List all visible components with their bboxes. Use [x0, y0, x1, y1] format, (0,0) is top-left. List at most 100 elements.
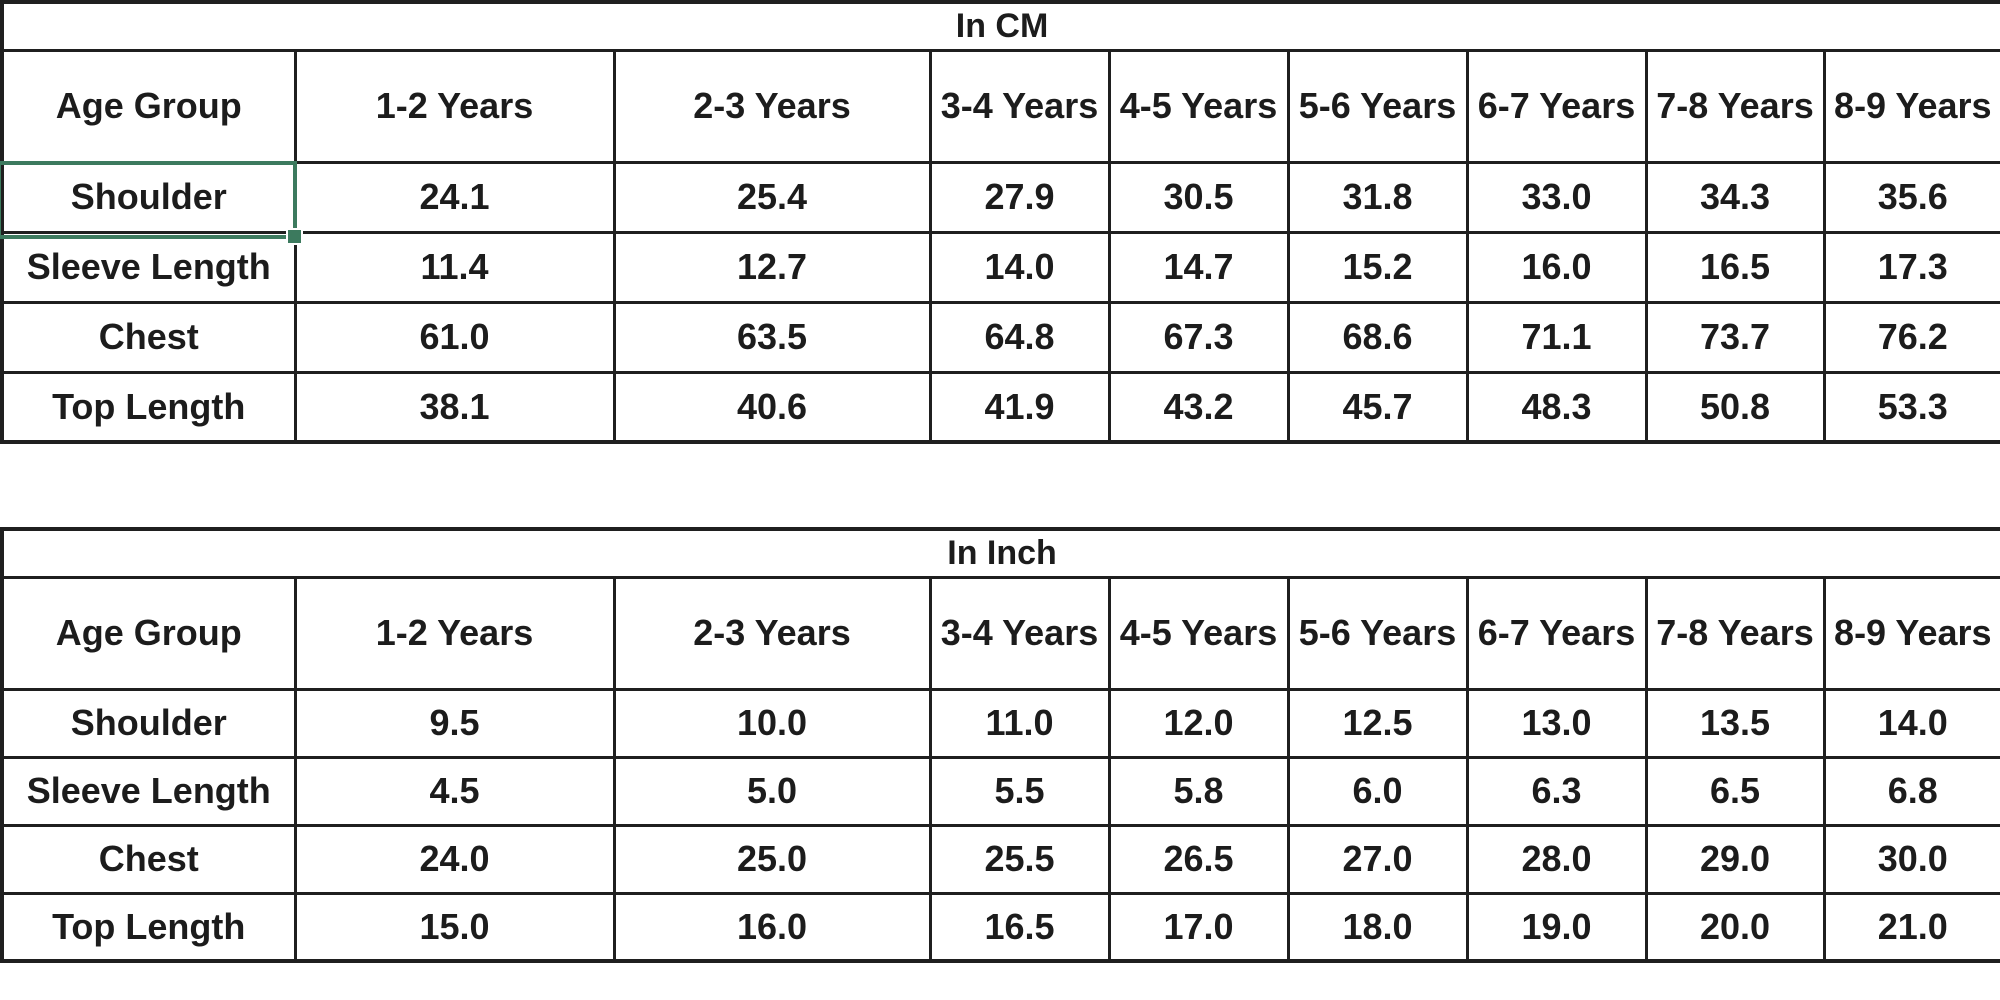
value-cell[interactable]: 6.0	[1286, 755, 1469, 827]
col-header-cell[interactable]: 2-3 Years	[612, 48, 932, 164]
value-cell[interactable]: 45.7	[1286, 370, 1469, 444]
row-header-cell[interactable]: Shoulder	[0, 160, 297, 234]
value-cell[interactable]: 5.8	[1107, 755, 1290, 827]
corner-header-cell[interactable]: Age Group	[0, 48, 297, 164]
value-cell[interactable]: 25.5	[928, 823, 1111, 895]
value-cell[interactable]: 15.2	[1286, 230, 1469, 304]
value-cell[interactable]: 20.0	[1644, 891, 1826, 963]
fill-handle[interactable]	[286, 228, 303, 245]
col-header-cell[interactable]: 5-6 Years	[1286, 48, 1469, 164]
value-cell[interactable]: 43.2	[1107, 370, 1290, 444]
selected-cell-outline[interactable]	[0, 161, 303, 245]
value-cell[interactable]: 16.0	[1465, 230, 1648, 304]
value-cell[interactable]: 41.9	[928, 370, 1111, 444]
row-header-cell[interactable]: Chest	[0, 300, 297, 374]
value-cell[interactable]: 16.5	[1644, 230, 1826, 304]
value-cell[interactable]: 17.3	[1822, 230, 2000, 304]
value-cell[interactable]: 14.0	[928, 230, 1111, 304]
col-header-cell[interactable]: 2-3 Years	[612, 575, 932, 691]
table-title-inch[interactable]: In Inch	[0, 527, 2000, 579]
value-cell[interactable]: 9.5	[293, 687, 616, 759]
col-header-cell[interactable]: 7-8 Years	[1644, 48, 1826, 164]
col-header-cell[interactable]: 3-4 Years	[928, 48, 1111, 164]
value-cell[interactable]: 12.0	[1107, 687, 1290, 759]
value-cell[interactable]: 38.1	[293, 370, 616, 444]
value-cell[interactable]: 31.8	[1286, 160, 1469, 234]
col-header-cell[interactable]: 1-2 Years	[293, 48, 616, 164]
value-cell[interactable]: 5.5	[928, 755, 1111, 827]
value-cell[interactable]: 11.0	[928, 687, 1111, 759]
col-header-cell[interactable]: 7-8 Years	[1644, 575, 1826, 691]
value-cell[interactable]: 68.6	[1286, 300, 1469, 374]
value-cell[interactable]: 24.0	[293, 823, 616, 895]
value-cell[interactable]: 6.3	[1465, 755, 1648, 827]
value-cell[interactable]: 30.0	[1822, 823, 2000, 895]
value-cell[interactable]: 28.0	[1465, 823, 1648, 895]
value-cell[interactable]: 11.4	[293, 230, 616, 304]
value-cell[interactable]: 35.6	[1822, 160, 2000, 234]
value-cell[interactable]: 17.0	[1107, 891, 1290, 963]
value-cell[interactable]: 13.5	[1644, 687, 1826, 759]
value-cell[interactable]: 25.4	[612, 160, 932, 234]
value-cell[interactable]: 27.9	[928, 160, 1111, 234]
value-cell[interactable]: 27.0	[1286, 823, 1469, 895]
row-header-cell[interactable]: Top Length	[0, 891, 297, 963]
table-row: Chest 24.0 25.0 25.5 26.5 27.0 28.0 29.0…	[0, 823, 2000, 895]
row-header-cell[interactable]: Sleeve Length	[0, 230, 297, 304]
value-cell[interactable]: 29.0	[1644, 823, 1826, 895]
col-header-cell[interactable]: 1-2 Years	[293, 575, 616, 691]
value-cell[interactable]: 40.6	[612, 370, 932, 444]
col-header-cell[interactable]: 8-9 Years	[1822, 48, 2000, 164]
value-cell[interactable]: 5.0	[612, 755, 932, 827]
value-cell[interactable]: 25.0	[612, 823, 932, 895]
row-header-cell[interactable]: Chest	[0, 823, 297, 895]
table-row: Shoulder 24.1 25.4 27.9 30.5 31.8 33.0 3…	[0, 160, 2000, 234]
value-cell[interactable]: 26.5	[1107, 823, 1290, 895]
table-row: Chest 61.0 63.5 64.8 67.3 68.6 71.1 73.7…	[0, 300, 2000, 374]
value-cell[interactable]: 71.1	[1465, 300, 1648, 374]
value-cell[interactable]: 34.3	[1644, 160, 1826, 234]
col-header-cell[interactable]: 6-7 Years	[1465, 48, 1648, 164]
row-header-cell[interactable]: Top Length	[0, 370, 297, 444]
value-cell[interactable]: 12.7	[612, 230, 932, 304]
col-header-cell[interactable]: 5-6 Years	[1286, 575, 1469, 691]
value-cell[interactable]: 73.7	[1644, 300, 1826, 374]
value-cell[interactable]: 48.3	[1465, 370, 1648, 444]
value-cell[interactable]: 21.0	[1822, 891, 2000, 963]
value-cell[interactable]: 33.0	[1465, 160, 1648, 234]
value-cell[interactable]: 67.3	[1107, 300, 1290, 374]
table-row: Shoulder 9.5 10.0 11.0 12.0 12.5 13.0 13…	[0, 687, 2000, 759]
row-header-cell[interactable]: Shoulder	[0, 687, 297, 759]
value-cell[interactable]: 30.5	[1107, 160, 1290, 234]
value-cell[interactable]: 15.0	[293, 891, 616, 963]
table-row: Sleeve Length 11.4 12.7 14.0 14.7 15.2 1…	[0, 230, 2000, 304]
value-cell[interactable]: 76.2	[1822, 300, 2000, 374]
table-title-cm[interactable]: In CM	[0, 0, 2000, 52]
col-header-cell[interactable]: 4-5 Years	[1107, 48, 1290, 164]
value-cell[interactable]: 10.0	[612, 687, 932, 759]
col-header-cell[interactable]: 8-9 Years	[1822, 575, 2000, 691]
table-row: Top Length 15.0 16.0 16.5 17.0 18.0 19.0…	[0, 891, 2000, 963]
value-cell[interactable]: 50.8	[1644, 370, 1826, 444]
value-cell[interactable]: 12.5	[1286, 687, 1469, 759]
corner-header-cell[interactable]: Age Group	[0, 575, 297, 691]
value-cell[interactable]: 6.8	[1822, 755, 2000, 827]
value-cell[interactable]: 16.0	[612, 891, 932, 963]
value-cell[interactable]: 13.0	[1465, 687, 1648, 759]
value-cell[interactable]: 18.0	[1286, 891, 1469, 963]
col-header-cell[interactable]: 6-7 Years	[1465, 575, 1648, 691]
value-cell[interactable]: 19.0	[1465, 891, 1648, 963]
value-cell[interactable]: 61.0	[293, 300, 616, 374]
value-cell[interactable]: 64.8	[928, 300, 1111, 374]
row-header-cell[interactable]: Sleeve Length	[0, 755, 297, 827]
value-cell[interactable]: 24.1	[293, 160, 616, 234]
value-cell[interactable]: 14.7	[1107, 230, 1290, 304]
col-header-cell[interactable]: 3-4 Years	[928, 575, 1111, 691]
col-header-cell[interactable]: 4-5 Years	[1107, 575, 1290, 691]
value-cell[interactable]: 6.5	[1644, 755, 1826, 827]
value-cell[interactable]: 53.3	[1822, 370, 2000, 444]
value-cell[interactable]: 63.5	[612, 300, 932, 374]
value-cell[interactable]: 4.5	[293, 755, 616, 827]
value-cell[interactable]: 16.5	[928, 891, 1111, 963]
value-cell[interactable]: 14.0	[1822, 687, 2000, 759]
